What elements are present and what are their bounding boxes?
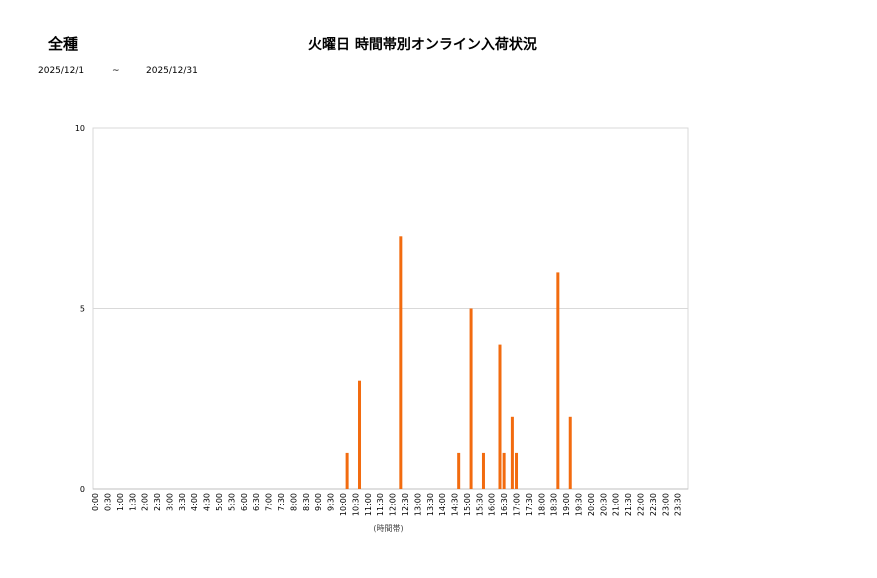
bar (457, 452, 461, 489)
x-tick-label: 20:30 (599, 493, 608, 516)
x-tick-label: 19:30 (575, 493, 584, 516)
x-axis-label: (時間帯) (373, 523, 403, 533)
x-tick-label: 14:00 (438, 493, 447, 516)
x-tick-label: 11:30 (376, 493, 385, 516)
y-tick-label: 0 (80, 485, 85, 494)
bar (568, 416, 572, 489)
x-tick-label: 18:30 (550, 493, 559, 516)
bar (399, 236, 403, 489)
chart-title: 火曜日 時間帯別オンライン入荷状況 (308, 37, 537, 53)
x-tick-label: 23:30 (674, 493, 683, 516)
x-tick-label: 6:00 (240, 493, 249, 511)
x-tick-label: 23:00 (661, 493, 670, 516)
x-tick-label: 16:00 (488, 493, 497, 516)
x-tick-label: 4:00 (190, 493, 199, 511)
x-tick-label: 3:30 (178, 493, 187, 511)
x-tick-label: 10:30 (351, 493, 360, 516)
y-tick-label: 10 (75, 124, 85, 133)
date-to: 2025/12/31 (146, 66, 198, 76)
x-tick-label: 2:30 (153, 493, 162, 511)
x-tick-label: 14:30 (451, 493, 460, 516)
x-tick-label: 9:30 (327, 493, 336, 511)
x-tick-label: 11:00 (364, 493, 373, 516)
x-tick-label: 19:00 (562, 493, 571, 516)
x-tick-label: 15:00 (463, 493, 472, 516)
x-tick-label: 7:30 (277, 493, 286, 511)
category-label: 全種 (48, 35, 79, 53)
x-tick-label: 22:30 (649, 493, 658, 516)
x-tick-label: 22:00 (636, 493, 645, 516)
y-tick-label: 5 (80, 305, 85, 314)
x-tick-label: 1:30 (128, 493, 137, 511)
x-tick-label: 3:00 (165, 493, 174, 511)
x-tick-label: 6:30 (252, 493, 261, 511)
bar (502, 452, 506, 489)
x-tick-label: 17:00 (513, 493, 522, 516)
bar (556, 272, 560, 489)
x-tick-label: 15:30 (475, 493, 484, 516)
x-tick-label: 1:00 (116, 493, 125, 511)
x-tick-label: 4:30 (203, 493, 212, 511)
date-from: 2025/12/1 (38, 66, 85, 76)
x-tick-label: 5:00 (215, 493, 224, 511)
x-tick-label: 16:30 (500, 493, 509, 516)
bar (469, 308, 473, 489)
bar (345, 452, 349, 489)
x-tick-label: 0:00 (91, 493, 100, 511)
x-tick-label: 8:30 (302, 493, 311, 511)
x-tick-label: 12:00 (389, 493, 398, 516)
x-tick-label: 7:00 (265, 493, 274, 511)
x-tick-label: 9:00 (314, 493, 323, 511)
bar (358, 380, 362, 489)
x-tick-label: 2:00 (141, 493, 150, 511)
bar (510, 416, 514, 489)
x-tick-label: 0:30 (103, 493, 112, 511)
x-tick-label: 13:30 (426, 493, 435, 516)
x-tick-label: 17:30 (525, 493, 534, 516)
x-tick-label: 21:30 (624, 493, 633, 516)
x-tick-label: 18:00 (537, 493, 546, 516)
bar (515, 452, 519, 489)
date-separator: ~ (112, 66, 120, 76)
x-tick-label: 8:00 (289, 493, 298, 511)
x-tick-label: 5:30 (227, 493, 236, 511)
x-tick-label: 13:00 (413, 493, 422, 516)
x-tick-label: 12:30 (401, 493, 410, 516)
bar (498, 344, 502, 489)
x-tick-label: 21:00 (612, 493, 621, 516)
x-tick-label: 10:00 (339, 493, 348, 516)
bar (481, 452, 485, 489)
x-tick-label: 20:00 (587, 493, 596, 516)
